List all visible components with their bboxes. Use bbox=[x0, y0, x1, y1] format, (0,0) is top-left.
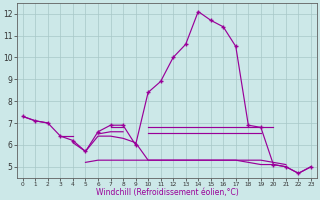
X-axis label: Windchill (Refroidissement éolien,°C): Windchill (Refroidissement éolien,°C) bbox=[96, 188, 238, 197]
